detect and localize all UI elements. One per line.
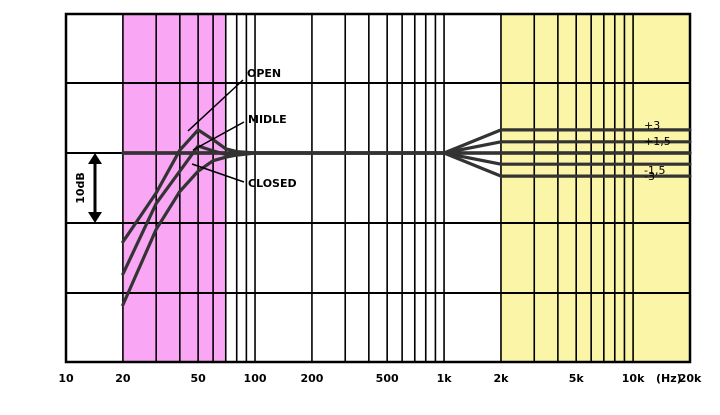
annotation-leader	[191, 163, 245, 183]
x-tick-label: 20k	[679, 372, 702, 385]
annotation-label: OPEN	[247, 67, 281, 80]
series-line-3	[121, 151, 692, 178]
x-tick-label: 10	[58, 372, 74, 385]
x-tick-label: 1k	[437, 372, 453, 385]
x-unit-label: (Hz)	[656, 372, 682, 385]
x-tick-label: 2k	[493, 372, 509, 385]
x-tick-label: 500	[376, 372, 399, 385]
x-tick-label: 5k	[569, 372, 585, 385]
x-tick-label: 20	[115, 372, 131, 385]
right-label: -3	[644, 170, 655, 183]
x-tick-label: 200	[300, 372, 323, 385]
band-bass	[122, 14, 226, 362]
scale-marker-arrow-down	[88, 212, 102, 223]
right-label: -1,5	[644, 164, 665, 177]
x-tick-label: 10k	[622, 372, 645, 385]
x-tick-label: 50	[190, 372, 206, 385]
scale-marker-label: 10dB	[74, 172, 87, 204]
annotation-label: CLOSED	[248, 177, 297, 190]
scale-marker-arrow-up	[88, 153, 102, 164]
x-tick-label: 100	[244, 372, 267, 385]
annotation-leader	[192, 121, 245, 151]
plot-frame	[64, 12, 692, 364]
annotation-leader	[187, 79, 244, 132]
right-label: +3	[644, 119, 660, 132]
band-treble	[500, 14, 690, 362]
annotation-label: MIDLE	[248, 113, 287, 126]
right-label: +1,5	[644, 135, 671, 148]
